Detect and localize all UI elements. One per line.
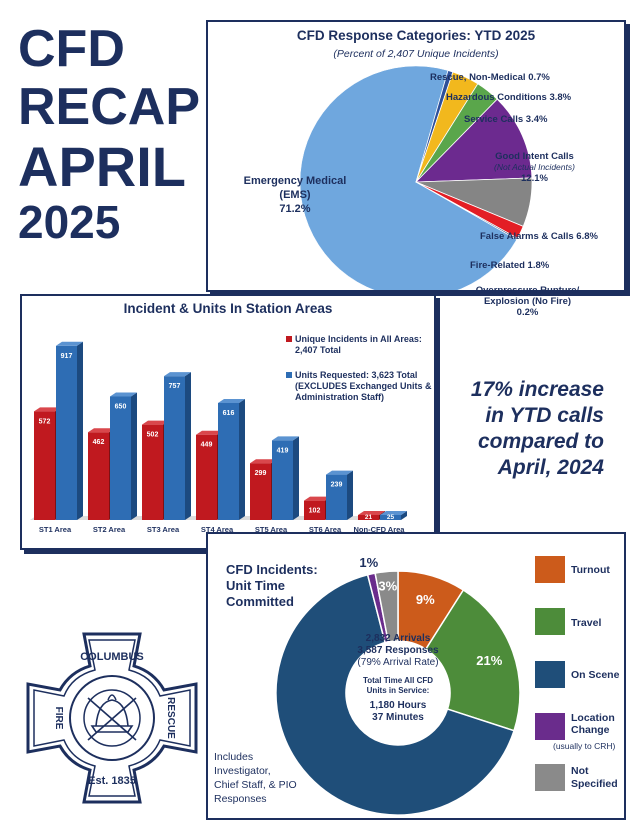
bar-category-label-st1-area: ST1 Area: [39, 525, 72, 534]
bar-category-label-st4-area: ST4 Area: [201, 525, 234, 534]
bar-units-st3-area: [164, 372, 191, 520]
increase-line1: 17% increase: [470, 378, 604, 401]
logo-right-text: RESCUE: [165, 697, 176, 739]
bar-category-label-st6-area: ST6 Area: [309, 525, 342, 534]
donut-chart: 9% 21% 66% 1%3%: [275, 555, 521, 816]
bar-value-incidents-st5-area: 299: [255, 470, 267, 477]
pie-label-service: Service Calls 3.4%: [464, 114, 548, 125]
center-arrivals: 2,832 Arrivals: [365, 633, 431, 644]
bar-chart-title: Incident & Units In Station Areas: [123, 301, 333, 316]
donut-slice-travel: [424, 588, 521, 732]
bar-category-label-st5-area: ST5 Area: [255, 525, 288, 534]
bar-value-units-st3-area: 757: [169, 383, 181, 390]
pie-label-good-intent: Good Intent Calls (Not Actual Incidents)…: [494, 151, 575, 184]
legend-label-on-scene: On Scene: [571, 669, 620, 681]
increase-line2: in YTD calls: [485, 404, 604, 427]
center-total-1: Total Time All CFD: [362, 676, 434, 685]
bar-units-st6-area: [326, 470, 353, 520]
center-total-2: Units in Service:: [366, 686, 430, 695]
center-rate: (79% Arrival Rate): [357, 657, 439, 668]
legend-label-not-specified: Not Specified: [571, 765, 618, 790]
pie-label-false-alarms: False Alarms & Calls 6.8%: [480, 231, 598, 242]
logo-top-text: COLUMBUS: [80, 651, 144, 663]
pie-chart: [299, 65, 533, 290]
bar-value-incidents-st3-area: 502: [147, 432, 159, 439]
pie-slice-good-intent-calls: [415, 98, 533, 183]
pie-slice-overpressure-rupture-explosion-no-fire: [415, 181, 519, 240]
donut-value-travel: 21%: [476, 653, 502, 668]
recap-title-line2: RECAP: [18, 78, 201, 136]
legend-label-incidents: Unique Incidents in All Areas: 2,407 Tot…: [295, 334, 422, 355]
pie-chart-subtitle: (Percent of 2,407 Unique Incidents): [333, 48, 499, 60]
legend-label-travel: Travel: [571, 617, 602, 629]
bar-value-units-non-cfd-area: 25: [387, 514, 395, 521]
center-hours: 1,180 Hours: [369, 700, 427, 711]
legend-swatch-on-scene: [535, 661, 565, 688]
logo-bottom-text: Est. 1835: [88, 775, 136, 787]
bar-chart-panel: Incident & Units In Station Areas 572 917…: [20, 294, 436, 550]
recap-title-line3: APRIL: [18, 135, 186, 198]
pie-chart-title: CFD Response Categories: YTD 2025: [296, 28, 536, 43]
donut-value-on-scene: 66%: [297, 784, 323, 799]
pie-label-fire: Fire-Related 1.8%: [470, 260, 550, 271]
bar-value-incidents-st4-area: 449: [201, 442, 213, 449]
bar-units-st5-area: [272, 436, 299, 520]
increase-line3: compared to: [477, 430, 604, 453]
bar-value-incidents-st2-area: 462: [93, 439, 105, 446]
donut-slice-not-specified: [374, 570, 399, 643]
pie-label-hazardous: Hazardous Conditions 3.8%: [446, 92, 572, 103]
donut-chart-title: CFD Incidents: Unit Time Committed: [226, 562, 318, 609]
bar-value-incidents-st1-area: 572: [39, 418, 51, 425]
legend-swatch-turnout: [535, 556, 565, 583]
increase-line4: April, 2024: [497, 456, 604, 479]
legend-label-turnout: Turnout: [571, 564, 610, 576]
columbus-fire-logo: COLUMBUS FIRE RESCUE Est. 1835: [26, 632, 198, 804]
bar-value-units-st6-area: 239: [331, 482, 343, 489]
center-responses: 3,587 Responses: [357, 645, 439, 656]
pie-label-ems: Emergency Medical (EMS) 71.2%: [243, 175, 347, 215]
bar-category-label-st2-area: ST2 Area: [93, 525, 126, 534]
legend-label-location-change: Location Change: [571, 712, 615, 736]
pie-chart-panel: CFD Response Categories: YTD 2025 (Perce…: [206, 20, 626, 292]
donut-center-text: 2,832 Arrivals 3,587 Responses (79% Arri…: [328, 633, 468, 724]
bar-category-label-st3-area: ST3 Area: [147, 525, 180, 534]
donut-slice-on-scene: [275, 573, 515, 816]
bar-units-non-cfd-area: [380, 511, 407, 520]
legend-swatch-travel: [535, 608, 565, 635]
donut-note: Includes Investigator, Chief Staff, & PI…: [214, 751, 297, 805]
bar-value-units-st4-area: 616: [223, 410, 235, 417]
donut-value-location-change: 1%: [359, 555, 378, 570]
bar-value-units-st1-area: 917: [61, 353, 73, 360]
bar-value-units-st2-area: 650: [115, 404, 127, 411]
legend-swatch-units: [286, 372, 292, 378]
donut-value-not-specified: 3%: [378, 579, 397, 594]
donut-value-turnout: 9%: [416, 592, 435, 607]
recap-title-line4: 2025: [18, 196, 121, 248]
legend-swatch-not-specified: [535, 764, 565, 791]
bar-units-st1-area: [56, 341, 83, 520]
recap-title-line1: CFD: [18, 20, 125, 78]
logo-left-text: FIRE: [53, 707, 64, 730]
legend-swatch-location-change: [535, 713, 565, 740]
legend-label-units: Units Requested: 3,623 Total (EXCLUDES E…: [295, 370, 432, 402]
legend-swatch-incidents: [286, 336, 292, 342]
pie-slice-emergency-medical-ems: [299, 65, 518, 290]
bar-value-incidents-non-cfd-area: 21: [365, 514, 373, 521]
legend-note-location-change: (usually to CRH): [553, 741, 616, 751]
bar-value-incidents-st6-area: 102: [309, 508, 321, 515]
pie-label-rescue: Rescue, Non-Medical 0.7%: [430, 72, 550, 83]
bar-category-label-non-cfd-area: Non-CFD Area: [354, 525, 406, 534]
bar-chart: 572 917 ST1 Area 462 650 ST2 Area 502 757 ST3 Ar…: [30, 341, 407, 534]
pie-label-overpressure: Overpressure Rupture/ Explosion (No Fire…: [475, 285, 580, 318]
bar-units-st2-area: [110, 392, 137, 520]
center-minutes: 37 Minutes: [372, 712, 424, 723]
bar-units-st4-area: [218, 398, 245, 520]
bar-value-units-st5-area: 419: [277, 447, 289, 454]
